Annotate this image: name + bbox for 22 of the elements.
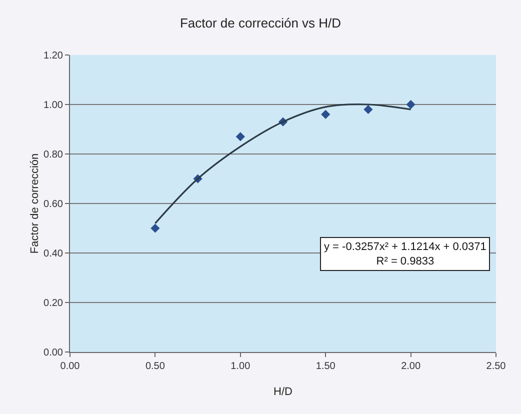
y-tick-label: 1.20 [44, 50, 64, 62]
x-tick-label: 0.50 [145, 361, 166, 372]
x-axis-title: H/D [274, 386, 293, 398]
y-tick-label: 1.00 [44, 100, 64, 111]
y-tick-label: 0.80 [44, 150, 64, 160]
y-tick-label: 0.00 [44, 348, 64, 358]
annotation: y = -0.3257x² + 1.1214x + 0.0371 R² = 0.9833 [324, 241, 486, 268]
point [364, 104, 373, 114]
y-tick-label: 0.20 [44, 298, 64, 309]
point [406, 100, 416, 110]
x-tick-label: 0.00 [60, 361, 80, 372]
x-tick-label: 1.00 [230, 361, 251, 372]
y-axis-title: Factor de corrección [29, 153, 41, 254]
x-tick-label: 2.50 [486, 361, 506, 372]
chart-title: Factor de corrección vs H/D [180, 16, 342, 31]
point [236, 132, 245, 142]
x-tick-label: 2.00 [401, 361, 421, 372]
point [150, 224, 160, 233]
y-tick-label: 0.60 [44, 199, 64, 210]
y-tick-label: 0.40 [44, 248, 64, 260]
x-tick-label: 1.50 [316, 361, 336, 372]
point [321, 110, 330, 119]
